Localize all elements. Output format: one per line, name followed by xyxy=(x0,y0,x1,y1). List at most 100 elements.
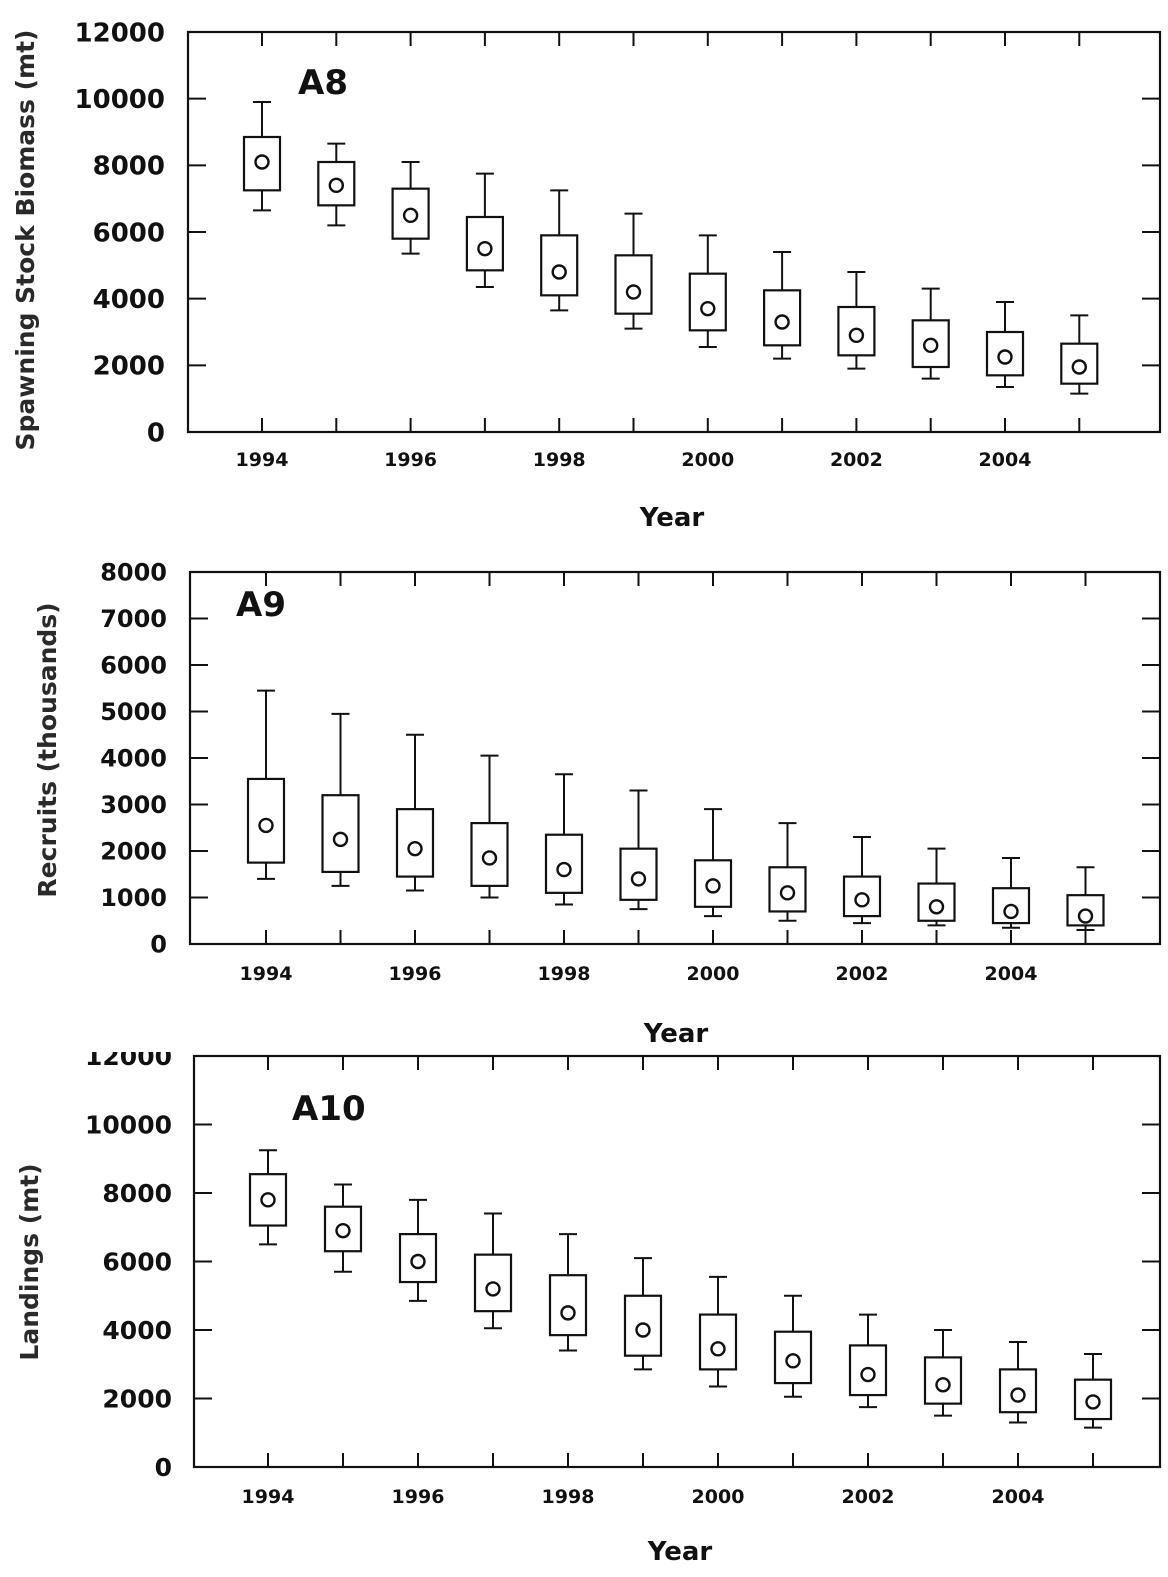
x-axis-label: Year xyxy=(643,1019,709,1049)
box-iqr xyxy=(773,1330,813,1385)
x-tick-label: 2002 xyxy=(842,1486,895,1508)
x-tick-label: 2002 xyxy=(830,449,883,471)
median-marker xyxy=(410,1253,426,1270)
box-iqr xyxy=(391,187,430,240)
median-marker xyxy=(407,840,423,857)
x-axis-label: Year xyxy=(647,1537,713,1567)
y-tick-label: 6000 xyxy=(100,652,167,680)
panel-label: A10 xyxy=(292,1089,366,1129)
median-marker xyxy=(1003,903,1019,920)
y-tick-label: 8000 xyxy=(102,1179,172,1208)
median-marker xyxy=(1010,1387,1026,1403)
median-marker xyxy=(335,1222,351,1239)
median-marker xyxy=(625,284,642,300)
median-marker xyxy=(700,300,716,317)
y-tick-label: 4000 xyxy=(102,1316,172,1345)
y-tick-label: 12000 xyxy=(75,18,165,48)
box-iqr xyxy=(842,875,882,918)
x-tick-label: 1996 xyxy=(384,449,437,471)
y-tick-label: 2000 xyxy=(102,1385,172,1414)
x-tick-label: 1996 xyxy=(392,1486,445,1508)
median-marker xyxy=(705,878,721,894)
median-marker xyxy=(485,1281,501,1297)
median-marker xyxy=(477,240,493,257)
panel-label: A9 xyxy=(236,585,286,625)
y-tick-label: 2000 xyxy=(93,352,165,382)
y-tick-label: 0 xyxy=(150,931,167,959)
y-tick-label: 5000 xyxy=(100,698,167,726)
chart-panel-a8: A8 Spawning Stock Biomass (mt) Year 0 200… xyxy=(0,0,1168,540)
median-marker xyxy=(779,885,796,901)
box-iqr xyxy=(991,887,1031,925)
y-axis-label: Spawning Stock Biomass (mt) xyxy=(11,30,40,451)
x-tick-label: 1994 xyxy=(236,449,289,471)
x-tick-label: 2004 xyxy=(992,1486,1045,1508)
y-tick-label: 8000 xyxy=(93,152,165,182)
x-tick-label: 2000 xyxy=(687,963,740,985)
y-tick-label: 6000 xyxy=(102,1248,172,1277)
median-marker xyxy=(935,1377,951,1393)
y-tick-label: 0 xyxy=(147,418,165,448)
median-marker xyxy=(860,1366,876,1383)
median-marker xyxy=(332,831,349,848)
median-marker xyxy=(1085,1394,1101,1410)
median-marker xyxy=(328,177,344,194)
x-axis-label: Year xyxy=(639,503,705,533)
median-marker xyxy=(258,817,274,834)
x-tick-label: 1998 xyxy=(538,963,591,985)
median-marker xyxy=(402,207,419,224)
median-marker xyxy=(848,327,865,344)
median-marker xyxy=(260,1192,276,1208)
median-marker xyxy=(556,861,572,878)
y-tick-label: 10000 xyxy=(85,1111,172,1140)
panel-label: A8 xyxy=(298,63,348,103)
x-tick-label: 1998 xyxy=(533,449,586,471)
median-marker xyxy=(774,314,790,330)
y-tick-label: 8000 xyxy=(100,559,167,587)
y-tick-label: 4000 xyxy=(100,745,167,773)
box-iqr xyxy=(923,1356,963,1405)
median-marker xyxy=(785,1353,801,1369)
median-marker xyxy=(635,1322,651,1338)
median-marker xyxy=(1077,908,1094,924)
median-marker xyxy=(551,264,567,280)
median-marker xyxy=(997,349,1013,365)
median-marker xyxy=(710,1341,726,1357)
y-axis-label: Landings (mt) xyxy=(15,1163,44,1360)
median-marker xyxy=(560,1305,576,1321)
x-tick-label: 1994 xyxy=(242,1486,295,1508)
chart-panel-a10: A10 Landings (mt) Year 0 2000 4000 6000 8000… xyxy=(0,1052,1168,1577)
box-iqr xyxy=(248,1173,288,1227)
y-tick-label: 0 xyxy=(155,1453,172,1482)
y-tick-label: 4000 xyxy=(93,285,165,315)
box-iqr xyxy=(917,882,956,922)
median-marker xyxy=(923,337,939,354)
chart-svg-a9: A9 Recruits (thousands) Year 0 1000 2000 30… xyxy=(33,559,1162,1049)
x-tick-label: 2004 xyxy=(985,963,1038,985)
median-marker xyxy=(630,871,647,887)
x-tick-label: 2000 xyxy=(692,1486,745,1508)
box-iqr xyxy=(317,160,356,207)
y-tick-label: 10000 xyxy=(75,85,165,115)
chart-panel-a9: A9 Recruits (thousands) Year 0 1000 2000 30… xyxy=(0,540,1168,1052)
y-tick-label: 7000 xyxy=(100,605,167,633)
chart-svg-a10: A10 Landings (mt) Year 0 2000 4000 6000 8000… xyxy=(15,1052,1162,1567)
x-tick-label: 1998 xyxy=(542,1486,595,1508)
median-marker xyxy=(854,892,870,908)
y-tick-label: 1000 xyxy=(100,884,167,912)
y-axis-label: Recruits (thousands) xyxy=(33,602,62,897)
y-tick-label: 12000 xyxy=(85,1052,172,1071)
x-tick-label: 1996 xyxy=(389,963,442,985)
y-tick-label: 6000 xyxy=(93,218,165,248)
y-tick-label: 3000 xyxy=(100,791,167,819)
box-iqr xyxy=(548,1274,588,1337)
median-marker xyxy=(254,154,270,170)
median-marker xyxy=(928,899,945,915)
x-tick-label: 1994 xyxy=(240,963,293,985)
median-marker xyxy=(1071,359,1088,375)
x-tick-label: 2000 xyxy=(681,449,734,471)
y-tick-label: 2000 xyxy=(100,838,167,866)
median-marker xyxy=(481,850,498,866)
x-tick-label: 2004 xyxy=(979,449,1032,471)
x-tick-label: 2002 xyxy=(836,963,889,985)
